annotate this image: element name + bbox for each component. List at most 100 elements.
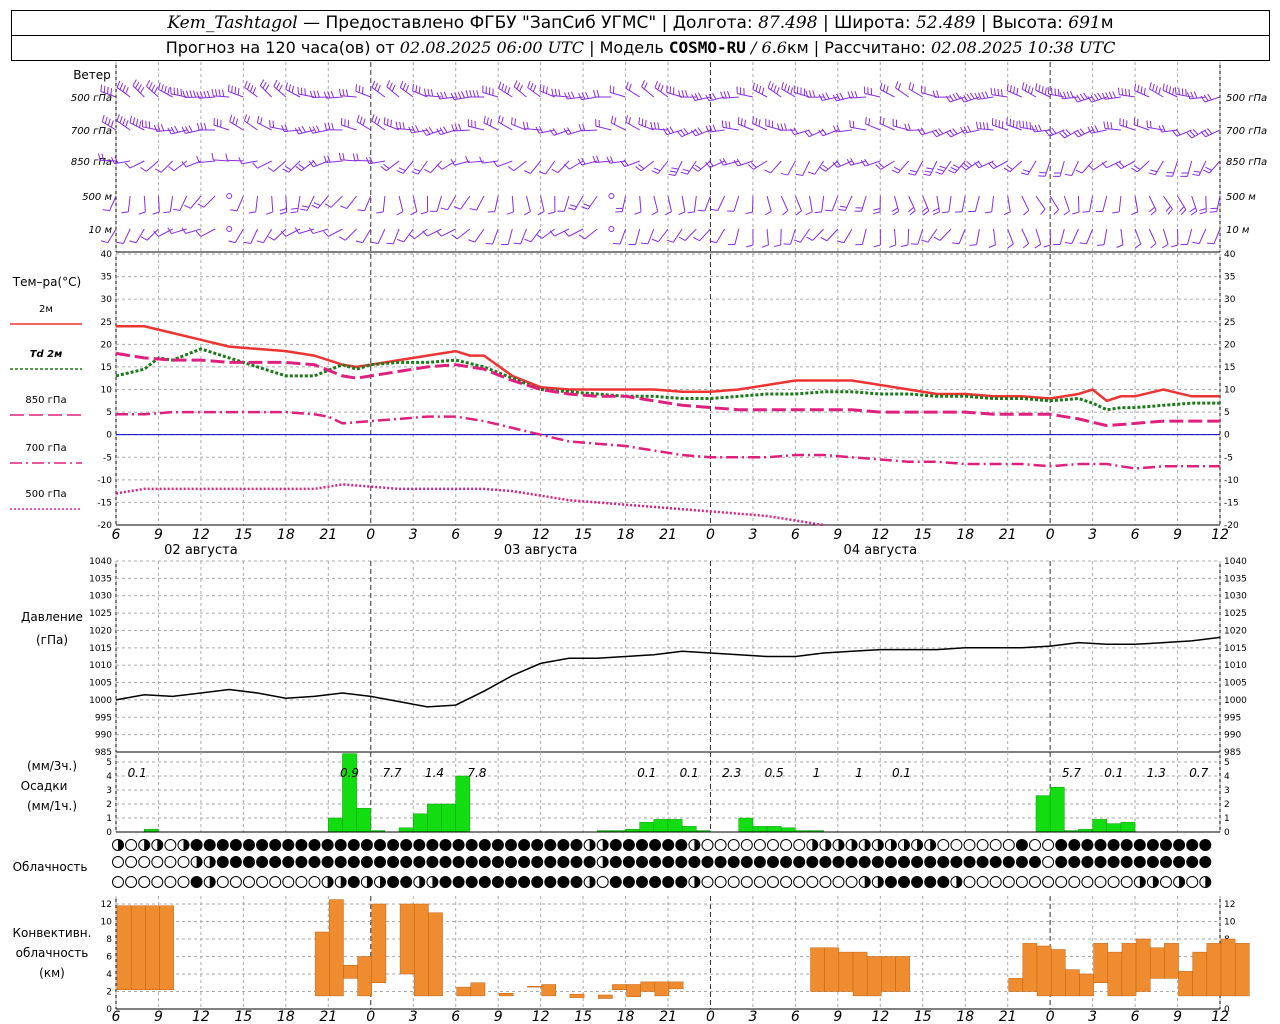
cloud-symbol-overcast [636,876,648,888]
wind-barb-feather [694,164,702,170]
pres-tick-left: 995 [95,713,112,723]
wind-barb-feather [908,173,916,176]
temp-tick-left: 20 [101,340,113,350]
wind-barb-feather [864,158,869,166]
wind-barb-feather [868,118,871,126]
wind-barb-feather [308,227,314,234]
wind-barb-feather [807,171,815,175]
wind-barb-shaft [122,228,131,244]
cloud-symbol-overcast [216,839,229,851]
wind-barb-feather [1131,211,1139,216]
header-line-1: Kem_Tashtagol — Предоставлено ФГБУ "ЗапС… [11,10,1270,36]
wind-barb-feather [784,83,787,91]
wind-barb-feather [1189,207,1196,213]
wind-barb-feather [623,159,629,166]
wind-barb-shaft [914,160,924,176]
cloud-symbol-clear [1094,876,1107,888]
wind-barb-feather [196,91,200,99]
wind-barb-shaft [1120,160,1136,170]
wind-barb-feather [1075,169,1083,174]
wind-barb-shaft [392,228,400,245]
cloud-symbol-clear [989,876,1002,888]
wind-barb-feather [697,127,703,134]
cloud-symbol-clear [269,876,282,888]
wind-barb-shaft [1081,160,1093,174]
wind-barb-shaft [907,228,910,246]
cloud-symbol-clear [282,876,295,888]
wind-barb-feather [571,91,575,99]
temp-x-tick: 6 [112,527,121,543]
wind-barb-shaft [694,96,711,101]
cloud-symbol-overcast [806,856,819,868]
wind-barb-shaft [476,195,485,211]
wind-barb-shaft [708,129,725,133]
wind-barb-feather [1057,88,1060,97]
cloud-symbol-overcast [570,876,583,888]
conv-x-tick: 0 [1046,1009,1055,1024]
wind-barb-shaft [1161,129,1178,133]
wind-barb-feather [1012,120,1015,128]
conv-x-tick: 15 [914,1009,932,1024]
wind-barb-feather [443,91,448,99]
precip-bar [1049,786,1065,833]
wind-barb-shaft [717,195,726,211]
wind-barb-feather [376,211,384,214]
wind-barb-shaft [402,160,414,174]
wind-barb-feather [751,162,757,168]
precip-total-label: 1.3 [1147,766,1166,780]
wind-barb-feather [222,89,225,97]
wind-barb-feather [312,126,317,133]
cloud-symbol-overcast [871,856,884,868]
precip-total-label: 2.3 [722,766,741,780]
wind-barb-shaft [865,123,881,131]
wind-barb-shaft [229,121,244,131]
wind-barb-feather [330,90,335,98]
wind-barb-shaft [794,129,810,136]
wind-barb-feather [345,89,349,97]
wind-barb-feather [324,122,327,130]
cloud-symbol-half [589,876,596,888]
wind-barb-shaft [386,160,400,172]
pres-tick-right: 1015 [1224,644,1247,654]
calc-label: | Рассчитано: [813,38,926,57]
header-line-2: Прогноз на 120 часа(ов) от 02.08.2025 06… [11,35,1270,61]
temp-tick-left: -15 [97,498,112,508]
temp-legend-label: 850 гПа [25,395,66,406]
cloud-symbol-overcast [347,856,360,868]
cloud-symbol-overcast [884,876,897,888]
station-name: Kem_Tashtagol [167,13,298,33]
wind-barb-feather [396,211,404,216]
wind-barb-feather [160,124,165,132]
wind-barb-feather [1063,210,1070,216]
wind-barb-shaft [513,86,527,98]
wind-barb-feather [140,86,145,94]
conv-cloud-bar [626,984,641,997]
wind-barb-feather [272,120,275,128]
wind-barb-feather [1079,242,1087,245]
cloud-symbol-overcast [478,839,491,851]
wind-barb-shaft [511,195,515,212]
cloud-symbol-clear [1015,876,1028,888]
wind-barb-feather [192,90,196,98]
wind-barb-shaft [538,129,555,134]
wind-barb-feather [669,126,674,133]
temp-x-tick: 9 [154,527,163,543]
cloud-symbol-overcast [1055,856,1068,868]
wind-barb-feather [451,124,455,132]
wind-barb-shaft [340,95,357,98]
pressure-line [115,636,1221,708]
wind-barb-feather [554,88,557,96]
cloud-symbol-clear [256,876,269,888]
conv-x-tick: 0 [366,1009,375,1024]
wind-barb-feather [923,173,931,176]
wind-barb-feather [294,127,300,135]
wind-barb-feather [1199,207,1207,211]
wind-barb-feather [1128,89,1131,97]
precip-bar [766,826,782,833]
cloud-symbol-clear [1068,876,1081,888]
cloud-symbol-clear [950,839,963,851]
wind-barb-feather [1186,132,1193,139]
wind-barb-shaft [825,160,839,172]
cloud-symbol-clear [125,856,138,868]
cloud-symbol-overcast [884,856,897,868]
